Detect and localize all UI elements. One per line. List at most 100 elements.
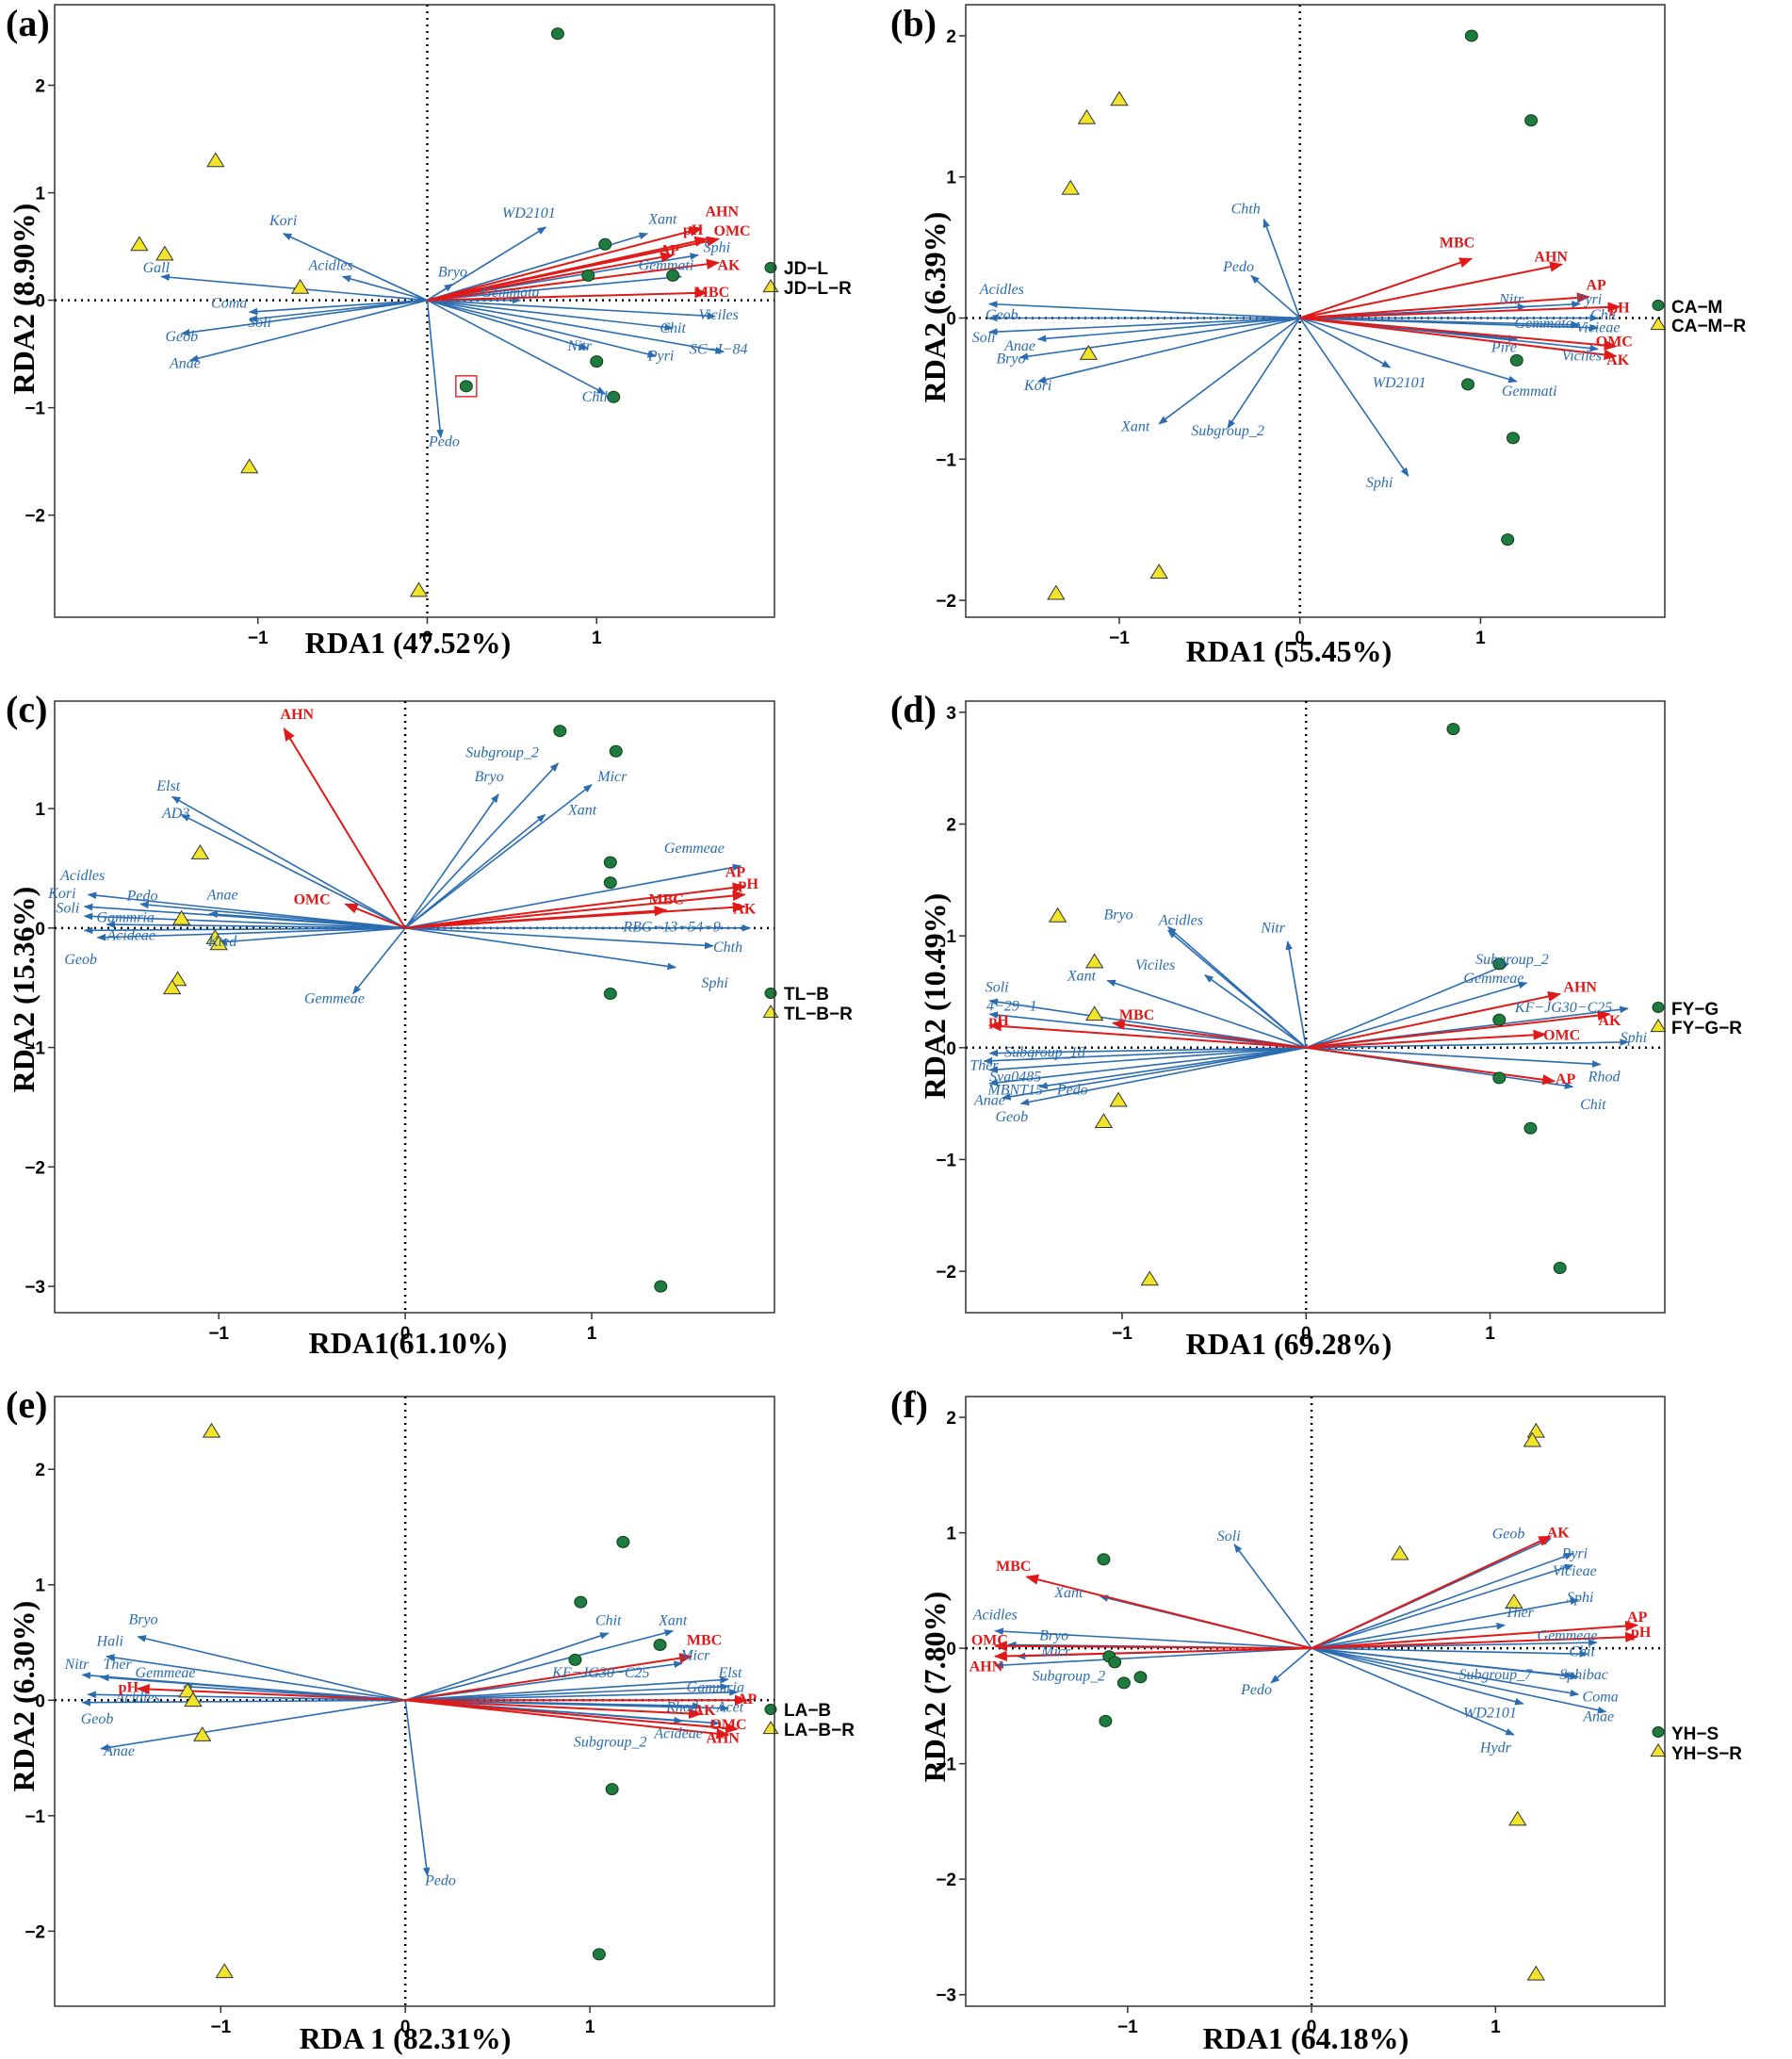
sample-point-circle	[1492, 957, 1507, 971]
sample-point-triangle	[190, 844, 210, 859]
env-arrow	[405, 1699, 740, 1734]
y-axis-title: RDA2 (6.39%)	[918, 212, 952, 403]
env-arrow	[987, 1021, 1307, 1049]
env-arrow	[1311, 1620, 1639, 1650]
y-tick-label: 3	[946, 704, 956, 724]
species-label: Soli	[986, 979, 1009, 995]
env-arrow	[1306, 1010, 1611, 1049]
species-label: MBNT15	[986, 1083, 1043, 1099]
sample-point-triangle	[1110, 90, 1129, 106]
sample-point-circle	[1097, 1553, 1111, 1566]
y-axis-title: RDA2 (7.80%)	[918, 1592, 952, 1783]
env-label: OMC	[1596, 334, 1633, 350]
legend: LA−B LA−B−R	[762, 1701, 855, 1740]
species-arrow	[1018, 317, 1300, 361]
y-tick-label: −1	[936, 450, 956, 470]
species-arrow	[1204, 974, 1307, 1049]
x-tick-label: −1	[1112, 1324, 1132, 1344]
species-label: Gemmati	[639, 258, 694, 274]
species-label: Sva0485	[989, 1069, 1041, 1085]
species-arrow	[405, 1683, 729, 1702]
y-tick-label: 1	[946, 169, 956, 188]
sample-point-circle	[1506, 432, 1520, 445]
species-arrow	[427, 283, 454, 302]
species-label: Gammria	[687, 1680, 744, 1696]
env-label: OMC	[294, 891, 331, 907]
species-arrow	[248, 299, 428, 316]
species-arrow	[988, 998, 1307, 1049]
sample-point-circle	[603, 876, 617, 890]
species-arrow	[180, 813, 406, 929]
legend-circle-symbol	[764, 262, 777, 273]
species-label: Bryo	[475, 769, 504, 785]
species-label: Xant	[1067, 969, 1097, 985]
species-label: Acideae	[106, 928, 155, 944]
y-tick-label: 2	[35, 1461, 45, 1480]
env-label: AP	[660, 243, 680, 259]
species-label: Anae	[1003, 338, 1035, 354]
species-arrow	[341, 275, 428, 302]
species-label: Geob	[986, 307, 1018, 323]
species-arrow	[404, 793, 499, 929]
species-arrow	[404, 784, 593, 929]
species-label: Micr	[679, 1647, 710, 1663]
species-label: Rhod	[665, 1700, 699, 1716]
species-label: Bryo	[1039, 1628, 1068, 1644]
species-arrow	[983, 1047, 1307, 1065]
env-arrow	[427, 287, 709, 302]
species-label: Elst	[718, 1665, 742, 1681]
env-arrow	[1299, 317, 1618, 360]
species-arrow	[1306, 1047, 1602, 1068]
species-label: Rhod	[1588, 1069, 1621, 1085]
y-axis-title: RDA2 (8.90%)	[7, 204, 41, 395]
y-tick-label: 0	[35, 1691, 45, 1711]
species-arrow	[1299, 317, 1518, 384]
species-label: Ther	[969, 1058, 999, 1074]
species-arrow	[1311, 1647, 1515, 1736]
species-label: Hali	[96, 1634, 123, 1650]
plot-frame	[965, 1396, 1666, 2007]
species-label: Xant	[567, 802, 597, 818]
env-arrow	[405, 1699, 703, 1719]
sample-point-triangle	[171, 909, 191, 925]
species-label: Gemmata	[481, 285, 539, 301]
y-tick-label: −2	[936, 1263, 956, 1283]
species-label: Pedo	[126, 889, 158, 905]
plot-frame	[54, 700, 775, 1314]
env-label: AK	[693, 1703, 717, 1719]
env-label: pH	[739, 876, 759, 892]
x-axis-title: RDA1 (64.18%)	[1203, 2021, 1409, 2055]
species-arrow	[188, 299, 428, 363]
species-label: Pedo	[428, 434, 460, 450]
env-label: MBC	[1440, 236, 1474, 252]
y-tick-label: 2	[946, 816, 956, 836]
sample-point-triangle	[215, 1963, 234, 1979]
sample-point-circle	[1524, 114, 1539, 127]
env-arrow	[405, 1653, 693, 1702]
env-label: MBC	[996, 1559, 1031, 1575]
species-arrow	[987, 301, 1300, 319]
plot-frame	[965, 700, 1666, 1314]
species-label: Nitr	[1498, 292, 1524, 308]
env-label: AHN	[705, 204, 739, 221]
species-label: Bryo	[438, 265, 467, 281]
species-arrow	[405, 1675, 729, 1702]
env-label: MBC	[687, 1632, 722, 1648]
species-label: Pedo	[1056, 1083, 1088, 1099]
species-label: Acet	[716, 1700, 744, 1716]
species-label: Coma	[211, 296, 247, 312]
species-label: Gemmata	[1514, 316, 1572, 332]
legend-circle-symbol	[1652, 1726, 1665, 1738]
env-arrow	[1025, 1574, 1312, 1650]
species-arrow	[1036, 317, 1300, 384]
env-label: AP	[1586, 278, 1606, 294]
sample-point-triangle	[155, 245, 174, 261]
species-arrow	[427, 273, 683, 302]
sample-point-circle	[607, 390, 621, 403]
species-arrow	[1263, 218, 1301, 319]
species-label: Acidles	[307, 258, 352, 274]
y-axis-title: RDA2 (15.36%)	[7, 887, 41, 1093]
species-arrow	[87, 891, 406, 929]
species-label: Chth	[1231, 202, 1261, 218]
species-arrow	[1311, 1552, 1574, 1649]
